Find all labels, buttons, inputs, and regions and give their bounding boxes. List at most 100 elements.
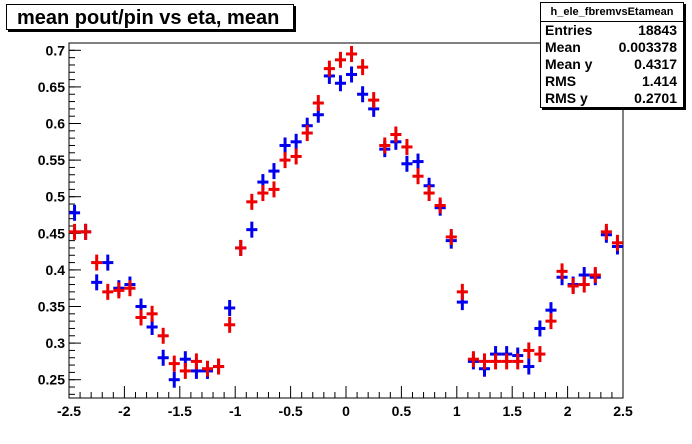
data-point (235, 239, 247, 256)
y-tick-label: 0.25 (38, 372, 65, 388)
data-point (423, 185, 435, 202)
data-point (69, 223, 81, 240)
stats-row-mean: Mean 0.003378 (541, 39, 683, 56)
stats-label: RMS (545, 73, 577, 89)
stats-value: 0.003378 (618, 39, 677, 55)
data-point (201, 360, 214, 377)
data-point (545, 313, 557, 330)
data-point (323, 60, 335, 77)
data-point (246, 221, 258, 238)
stats-value: 0.2701 (634, 90, 677, 106)
data-point (179, 362, 191, 379)
y-tick-label: 0.35 (38, 299, 65, 315)
data-point (357, 86, 369, 103)
data-point (467, 351, 479, 368)
data-point (301, 125, 313, 142)
data-point (512, 353, 524, 370)
x-tick-label: 0 (342, 403, 350, 419)
x-tick-label: -0.5 (279, 403, 303, 419)
data-point (146, 305, 158, 322)
x-tick-label: 1.5 (502, 403, 522, 419)
stats-box: h_ele_fbremvsEtamean Entries 18843 Mean … (540, 2, 684, 108)
stats-value: 18843 (638, 22, 677, 38)
chart-title: mean pout/pin vs eta, mean (17, 7, 280, 29)
data-point (168, 355, 180, 372)
data-point (334, 75, 346, 92)
stats-row-entries: Entries 18843 (541, 22, 683, 39)
data-point (368, 92, 380, 109)
stats-histogram-name: h_ele_fbremvsEtamean (541, 3, 683, 22)
data-point (290, 148, 302, 165)
data-point (279, 137, 291, 154)
data-point (534, 346, 546, 363)
data-point (357, 59, 369, 76)
data-point (379, 137, 391, 154)
x-tick-label: -2.5 (57, 403, 81, 419)
data-point (157, 327, 169, 344)
data-point (213, 358, 225, 375)
stats-label: RMS y (545, 90, 588, 106)
data-point (168, 371, 180, 388)
data-point (224, 316, 236, 333)
y-tick-label: 0.3 (46, 335, 66, 351)
data-point (91, 274, 103, 291)
data-point (290, 133, 302, 150)
x-tick-label: -1.5 (168, 403, 192, 419)
y-tick-label: 0.6 (46, 116, 66, 132)
stats-label: Mean y (545, 56, 593, 72)
data-point (501, 353, 513, 370)
x-tick-label: 2 (564, 403, 572, 419)
data-point (124, 280, 136, 297)
data-point (600, 223, 612, 240)
data-point (589, 267, 601, 284)
data-point (80, 223, 92, 240)
stats-label: Entries (545, 22, 593, 38)
stats-value: 1.414 (641, 73, 677, 89)
data-point (534, 320, 546, 337)
data-point (102, 254, 114, 271)
stats-row-mean-y: Mean y 0.4317 (541, 56, 683, 73)
data-point (578, 276, 590, 293)
x-tick-label: 2.5 (613, 403, 633, 419)
data-point (490, 353, 502, 370)
y-tick-label: 0.7 (46, 42, 66, 58)
y-tick-label: 0.45 (38, 225, 65, 241)
data-point (312, 95, 324, 112)
y-tick-label: 0.5 (46, 189, 66, 205)
stats-row-rms-y: RMS y 0.2701 (541, 90, 683, 107)
series-red (69, 45, 623, 379)
x-tick-label: 0.5 (392, 403, 412, 419)
data-point (611, 234, 623, 251)
stats-value: 0.4317 (634, 56, 677, 72)
stats-row-rms: RMS 1.414 (541, 73, 683, 90)
data-point (246, 193, 258, 210)
data-point (390, 126, 402, 143)
series-blue (69, 66, 623, 388)
x-tick-label: -1 (229, 403, 242, 419)
data-point (523, 342, 535, 359)
data-point (135, 309, 147, 326)
data-point (401, 155, 413, 172)
data-point (268, 181, 280, 198)
data-point (224, 299, 236, 316)
data-point (556, 263, 568, 280)
data-point (523, 358, 535, 375)
y-tick-label: 0.65 (38, 79, 65, 95)
data-point (346, 66, 358, 83)
data-point (279, 152, 291, 169)
x-tick-label: 1 (453, 403, 461, 419)
data-point (102, 283, 114, 300)
data-point (157, 349, 169, 366)
data-point (257, 185, 269, 202)
data-point (190, 353, 202, 370)
x-tick-label: -2 (118, 403, 131, 419)
data-point (434, 197, 446, 214)
data-point (478, 353, 491, 370)
data-point (346, 45, 358, 62)
data-point (334, 51, 346, 68)
data-point (445, 228, 457, 245)
stats-label: Mean (545, 39, 581, 55)
data-point (268, 163, 280, 180)
